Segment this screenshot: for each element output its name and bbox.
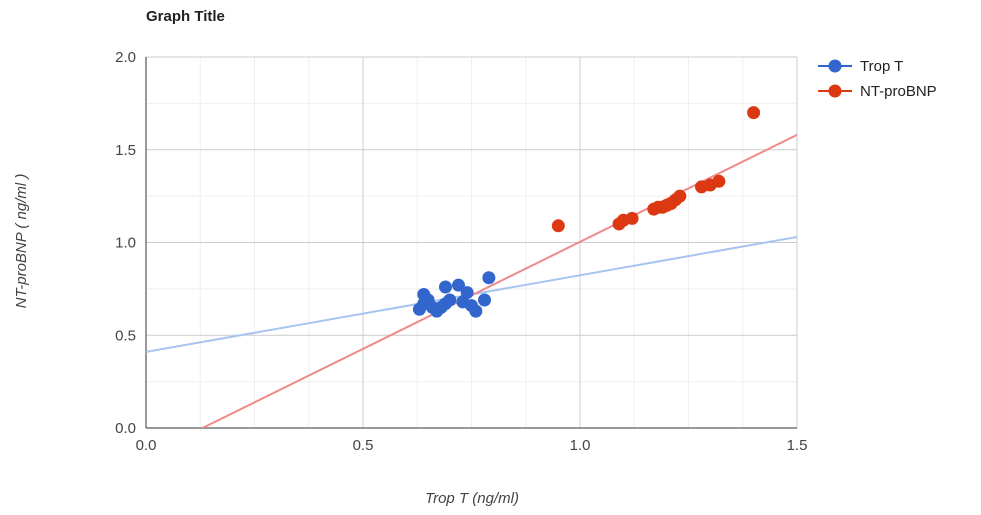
point-trop-t xyxy=(469,304,483,318)
x-tick-label: 1.5 xyxy=(787,437,808,454)
point-nt-probnp xyxy=(625,211,639,225)
point-trop-t xyxy=(460,286,474,300)
y-tick-label: 2.0 xyxy=(115,49,136,66)
legend-marker-nt-probnp xyxy=(828,84,842,98)
x-tick-label: 0.5 xyxy=(353,437,374,454)
y-tick-label: 1.5 xyxy=(115,142,136,159)
x-axis-title: Trop T (ng/ml) xyxy=(425,490,519,507)
y-tick-label: 0.5 xyxy=(115,327,136,344)
legend-label-nt-probnp: NT-proBNP xyxy=(860,83,937,100)
point-trop-t xyxy=(438,280,452,294)
y-tick-label: 1.0 xyxy=(115,235,136,252)
x-tick-label: 0.0 xyxy=(136,437,157,454)
point-nt-probnp xyxy=(712,174,726,188)
legend-marker-trop-t xyxy=(828,59,842,73)
point-nt-probnp xyxy=(551,219,565,233)
point-nt-probnp xyxy=(673,189,687,203)
tick-labels: 0.0 0.5 1.0 1.5 0.0 0.5 1.0 1.5 2.0 xyxy=(115,49,807,454)
y-tick-label: 0.0 xyxy=(115,420,136,437)
legend: Trop T NT-proBNP xyxy=(818,58,937,100)
point-nt-probnp xyxy=(747,106,761,120)
axes xyxy=(145,57,797,429)
chart-title: Graph Title xyxy=(146,8,225,25)
data-points xyxy=(412,106,761,318)
point-trop-t xyxy=(451,278,465,292)
point-trop-t xyxy=(443,293,457,307)
gridlines xyxy=(146,56,798,428)
legend-label-trop-t: Trop T xyxy=(860,58,903,75)
trendline-nt-probnp xyxy=(201,134,797,428)
point-trop-t xyxy=(478,293,492,307)
y-axis-title: NT-proBNP ( ng/ml ) xyxy=(13,174,30,309)
x-tick-label: 1.0 xyxy=(570,437,591,454)
point-trop-t xyxy=(482,271,496,285)
